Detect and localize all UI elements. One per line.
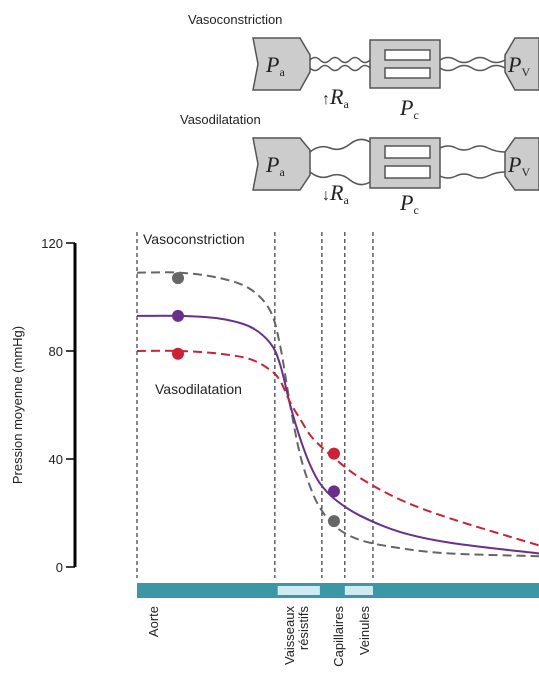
- symbol: P: [265, 152, 279, 177]
- subscript: V: [521, 65, 530, 79]
- region-label: Aorte: [146, 606, 161, 637]
- diagram-label: Vasodilatation: [180, 112, 261, 127]
- subscript: c: [413, 203, 418, 217]
- y-tick-label: 120: [41, 236, 63, 251]
- series-label: Vasodilatation: [155, 381, 242, 397]
- artery-box: [252, 137, 311, 191]
- vessel-diagram: [252, 37, 539, 191]
- subscript: a: [279, 165, 285, 179]
- symbol: P: [507, 152, 521, 177]
- series-line: [136, 349, 539, 547]
- subscript: V: [521, 165, 530, 179]
- pa-label: Pa: [265, 52, 285, 79]
- y-tick-label: 40: [49, 452, 63, 467]
- subscript: a: [343, 193, 349, 207]
- symbol: P: [265, 52, 279, 77]
- marker: [327, 485, 340, 498]
- pa-label: Pa: [265, 152, 285, 179]
- capillary: [384, 49, 431, 61]
- series-label: Vasoconstriction: [143, 231, 245, 247]
- artery-box: [252, 37, 311, 91]
- diagram-label: Vasoconstriction: [188, 12, 282, 27]
- symbol: P: [399, 190, 413, 215]
- arrow: ↑: [322, 91, 330, 108]
- capillary-box: [369, 39, 441, 89]
- y-tick-label: 80: [49, 344, 63, 359]
- subscript: a: [343, 97, 349, 111]
- vein-box: [504, 137, 539, 191]
- marker: [327, 515, 340, 528]
- marker: [172, 309, 185, 322]
- series-line: [136, 271, 539, 558]
- series-line: [136, 314, 539, 555]
- ra-label: ↓Ra: [322, 180, 349, 207]
- subscript: c: [413, 108, 418, 122]
- symbol: R: [329, 180, 344, 205]
- capillary: [384, 145, 431, 159]
- capillary: [384, 67, 431, 79]
- capillary: [384, 165, 431, 179]
- vein-box: [504, 37, 539, 91]
- region-label: Vaisseaux: [282, 606, 297, 666]
- symbol: P: [399, 95, 413, 120]
- pc-label: Pc: [399, 190, 419, 217]
- region-label: résistifs: [296, 606, 311, 651]
- region-label: Veinules: [357, 606, 372, 656]
- region-label: Capillaires: [331, 606, 346, 667]
- vessel-bar: [137, 583, 539, 598]
- arteriole: [309, 138, 371, 186]
- symbol: R: [329, 84, 344, 109]
- ra-label: ↑Ra: [322, 84, 349, 111]
- marker: [327, 447, 340, 460]
- y-axis-title: Pression moyenne (mmHg): [10, 326, 25, 484]
- arteriole: [309, 56, 371, 72]
- pc-label: Pc: [399, 95, 419, 122]
- symbol: P: [507, 52, 521, 77]
- arrow: ↓: [322, 187, 330, 204]
- marker: [172, 347, 185, 360]
- y-tick-label: 0: [56, 560, 63, 575]
- region-highlight: [277, 586, 320, 595]
- marker: [172, 272, 185, 285]
- region-highlight: [344, 586, 373, 595]
- pv-label: PV: [507, 152, 530, 179]
- venule: [439, 56, 506, 72]
- pv-label: PV: [507, 52, 530, 79]
- venule: [439, 145, 506, 179]
- subscript: a: [279, 65, 285, 79]
